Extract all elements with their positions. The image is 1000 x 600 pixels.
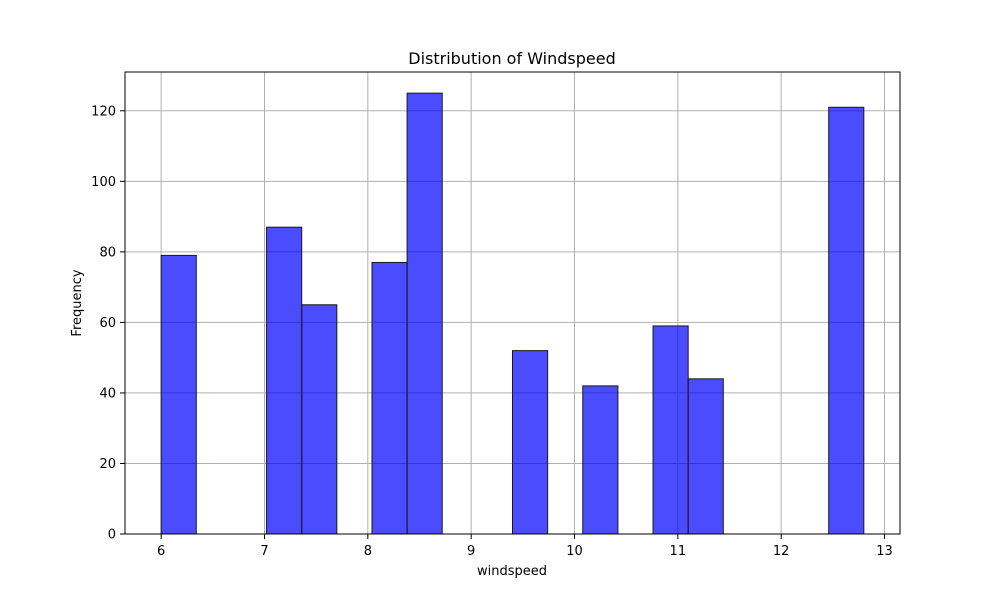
bar-10 [512, 350, 549, 535]
plot-frame [124, 71, 901, 535]
chart-title: Distribution of Windspeed [408, 49, 615, 68]
bar-0 [160, 254, 197, 535]
y-tick-label-0: 0 [108, 528, 116, 543]
y-tick-label-4: 80 [99, 245, 116, 260]
bar-15 [687, 378, 724, 535]
bar-19 [828, 106, 865, 535]
x-tick-label-0: 6 [157, 544, 165, 559]
x-axis-ticks: 6 7 8 9 10 11 12 13 [157, 534, 893, 559]
y-axis-ticks: 0 20 40 60 80 100 120 [91, 104, 125, 543]
y-axis-label: Frequency [70, 269, 85, 336]
y-tick-label-3: 60 [99, 316, 116, 331]
x-tick-label-7: 13 [876, 544, 893, 559]
x-tick-label-4: 10 [566, 544, 583, 559]
bar-4 [301, 304, 338, 535]
y-tick-label-6: 120 [91, 104, 116, 119]
x-tick-label-5: 11 [670, 544, 687, 559]
bar-6 [371, 261, 408, 535]
bar-12 [582, 385, 619, 535]
bars [160, 92, 865, 535]
x-tick-label-2: 8 [364, 544, 372, 559]
x-tick-label-1: 7 [260, 544, 268, 559]
x-tick-label-3: 9 [467, 544, 475, 559]
gridlines [125, 72, 900, 535]
x-axis-label: windspeed [477, 564, 547, 579]
bar-3 [266, 226, 303, 535]
y-tick-label-2: 40 [99, 386, 116, 401]
x-tick-label-6: 12 [773, 544, 790, 559]
y-tick-label-1: 20 [99, 457, 116, 472]
y-tick-label-5: 100 [91, 175, 116, 190]
bar-7 [406, 92, 443, 535]
bar-14 [652, 325, 689, 535]
